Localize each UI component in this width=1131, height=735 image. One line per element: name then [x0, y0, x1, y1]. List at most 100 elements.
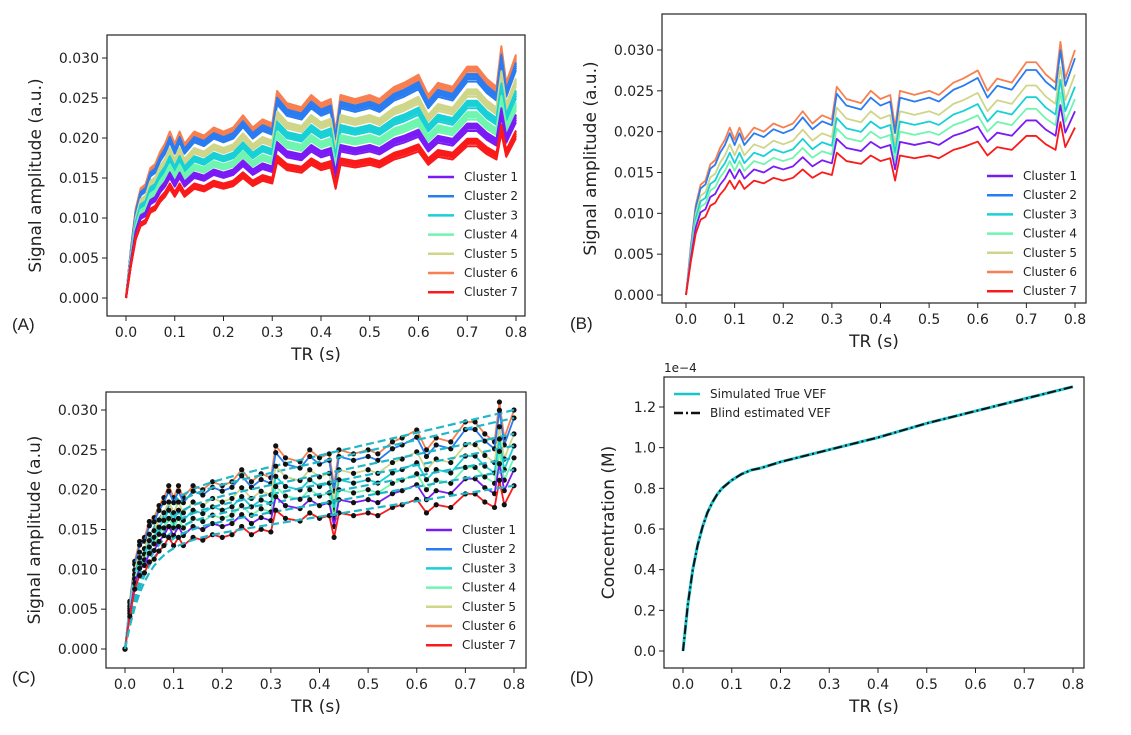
data-point	[161, 517, 167, 523]
y-tick-label: 1.2	[634, 400, 656, 416]
data-point	[239, 485, 245, 491]
data-point	[389, 439, 396, 445]
y-tick-label: 0.8	[634, 481, 656, 497]
data-point	[482, 452, 488, 459]
series-line-cluster-6	[124, 401, 515, 650]
y-tick-label: 0.010	[58, 562, 98, 578]
x-tick-label: 0.8	[1064, 312, 1086, 328]
data-point	[399, 456, 405, 462]
legend-label: Cluster 6	[1023, 265, 1077, 279]
data-point	[156, 524, 162, 530]
data-point	[146, 544, 152, 550]
x-tick-label: 0.5	[359, 325, 381, 341]
data-point	[200, 510, 206, 517]
data-point	[239, 511, 245, 518]
x-tick-label: 0.6	[967, 312, 989, 328]
series-line-cluster-1	[124, 462, 515, 650]
x-tick-label: 0.1	[723, 312, 745, 328]
data-point	[180, 510, 186, 516]
data-point	[482, 463, 488, 469]
y-tick-label: 1.0	[634, 441, 656, 457]
data-point	[258, 497, 264, 503]
panel-label: (D)	[570, 668, 594, 687]
data-point	[229, 532, 235, 538]
data-point	[166, 488, 172, 494]
x-tick-label: 0.2	[769, 677, 791, 693]
legend-label: Cluster 2	[1023, 188, 1077, 202]
data-point	[209, 479, 216, 485]
legend-label: Cluster 5	[464, 247, 518, 261]
series-line-cluster-7	[124, 479, 515, 650]
data-point	[389, 480, 396, 486]
data-point	[307, 467, 313, 473]
data-point	[190, 499, 196, 505]
series-line-cluster-7	[125, 123, 517, 299]
data-point	[375, 490, 381, 496]
data-point	[482, 499, 488, 505]
data-point	[180, 525, 186, 531]
data-point	[448, 439, 454, 445]
y-tick-label: 0.000	[59, 291, 99, 307]
data-point	[491, 491, 498, 497]
data-point	[482, 431, 488, 437]
data-point	[350, 470, 357, 476]
x-tick-label: 0.0	[672, 677, 694, 693]
data-point	[282, 455, 289, 461]
data-point	[448, 480, 454, 486]
data-point	[156, 548, 162, 554]
data-point	[268, 517, 274, 524]
plot-area	[122, 399, 517, 652]
y-tick-label: 0.2	[634, 603, 656, 619]
data-point	[146, 550, 152, 557]
legend-label: Cluster 3	[464, 208, 518, 222]
data-point	[433, 466, 439, 473]
data-point	[423, 447, 430, 453]
data-point	[258, 488, 264, 494]
data-point	[156, 531, 162, 537]
data-point	[258, 506, 264, 512]
series-line-cluster-1	[685, 104, 1076, 296]
data-point	[273, 494, 279, 500]
x-axis-label: TR (s)	[290, 345, 341, 365]
data-point	[229, 495, 235, 502]
data-point	[307, 510, 313, 516]
data-point	[151, 519, 157, 525]
y-tick-label: 0.025	[59, 91, 99, 107]
data-point	[282, 503, 289, 509]
panel-a: 0.0 0.1 0.2 0.3 0.4 0.5 0.6 0.7 0.8 0.000 0.005 0.0…	[12, 34, 527, 365]
data-point	[200, 503, 206, 509]
data-point	[258, 514, 264, 521]
data-point	[229, 504, 235, 510]
data-point	[161, 500, 167, 506]
x-tick-label: 0.2	[772, 312, 794, 328]
plot-area	[681, 385, 1074, 652]
y-tick-label: 0.000	[58, 642, 98, 658]
y-tick-label: 0.010	[59, 211, 99, 227]
data-point	[491, 504, 498, 511]
data-point	[166, 507, 172, 513]
data-point	[146, 559, 152, 565]
x-tick-label: 0.8	[1062, 677, 1084, 693]
panel-label: (A)	[12, 315, 35, 334]
data-point	[258, 476, 264, 483]
x-tick-label: 0.0	[675, 312, 697, 328]
legend-label: Cluster 4	[1023, 227, 1077, 241]
x-tick-label: 0.1	[162, 677, 184, 693]
data-point	[239, 503, 245, 509]
data-point	[239, 467, 245, 473]
y-tick-label: 0.005	[58, 602, 98, 618]
panel-label: (B)	[570, 314, 593, 333]
y-axis-label: Signal amplitude (a.u)	[25, 436, 45, 625]
data-point	[375, 451, 381, 457]
data-point	[365, 510, 371, 516]
series-line-cluster-6	[685, 40, 1076, 296]
data-point	[282, 483, 289, 490]
data-point	[175, 507, 182, 513]
data-point	[433, 442, 439, 448]
data-point	[307, 477, 313, 483]
legend-label: Cluster 4	[462, 581, 516, 595]
y-tick-label: 0.015	[59, 171, 99, 187]
data-point	[141, 570, 148, 576]
x-tick-label: 0.6	[406, 677, 428, 693]
y-tick-label: 0.030	[58, 403, 98, 419]
